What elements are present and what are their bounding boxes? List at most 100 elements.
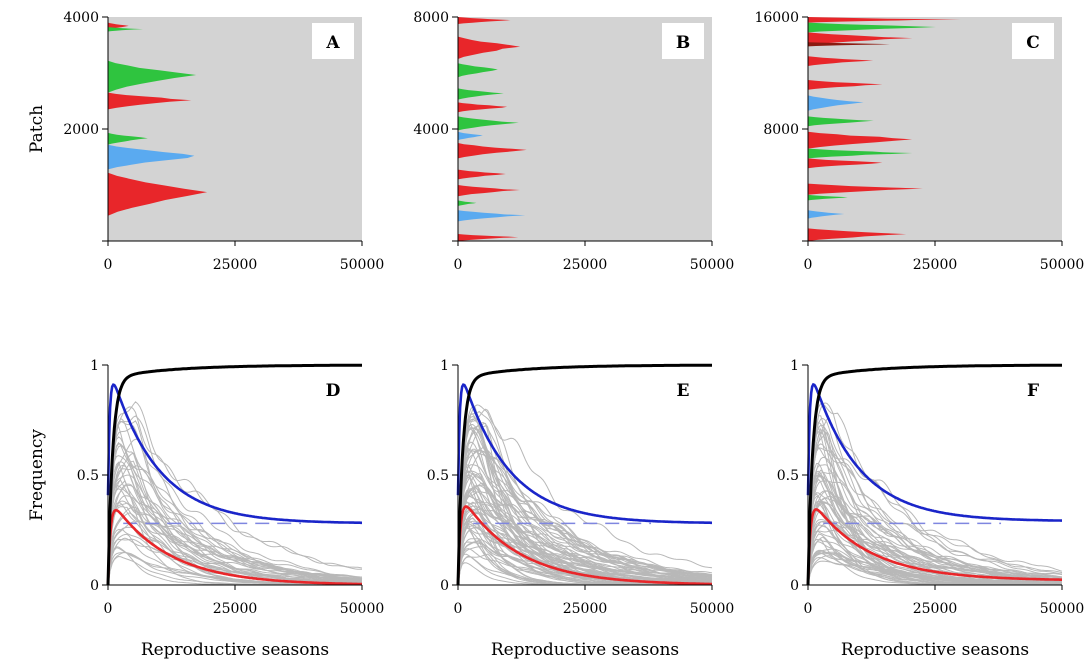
gray-run-line — [107, 465, 363, 586]
gray-run-line — [107, 464, 363, 586]
gray-run-line — [807, 472, 1063, 586]
x-tick-label: 50000 — [690, 257, 735, 273]
x-tick-label: 25000 — [213, 601, 258, 617]
gray-run-line — [807, 402, 1063, 586]
region-green — [458, 200, 477, 206]
region-light-blue — [808, 210, 845, 219]
region-red — [458, 36, 521, 59]
panel-f: 0 25000 50000 0 0.5 1 F Reproductive seasons — [777, 358, 1085, 660]
gray-run-line — [457, 470, 713, 586]
gray-run-line — [107, 415, 363, 586]
panel-label: D — [326, 381, 341, 401]
y-tick-label: 4000 — [63, 10, 99, 26]
black-curve — [806, 363, 1062, 586]
gray-run-line — [107, 502, 363, 586]
region-red — [808, 32, 913, 45]
gray-runs — [457, 404, 713, 586]
panel-label-box — [312, 23, 354, 59]
x-tick-label: 50000 — [340, 601, 385, 617]
x-tick-label: 25000 — [913, 257, 958, 273]
y-tick-label: 1 — [90, 358, 99, 374]
panel-label-box — [662, 371, 704, 407]
x-tick-label: 50000 — [1040, 257, 1085, 273]
region-green — [108, 27, 143, 32]
region-green — [808, 148, 913, 159]
region-red — [808, 17, 961, 23]
y-tick-label: 0.5 — [77, 468, 99, 484]
x-tick-label: 25000 — [213, 257, 258, 273]
region-red — [808, 80, 883, 90]
gray-run-line — [107, 488, 363, 586]
region-red — [108, 172, 208, 216]
y-tick-label: 0.5 — [777, 468, 799, 484]
x-axis-title: Reproductive seasons — [491, 640, 679, 660]
gray-run-line — [807, 552, 1062, 586]
panel-label-box — [662, 23, 704, 59]
gray-run-line — [457, 408, 713, 586]
panel-label: A — [325, 33, 340, 53]
gray-run-line — [807, 430, 1063, 586]
gray-run-line — [807, 521, 1063, 586]
panel-label-box — [1012, 371, 1054, 407]
y-axis-title: Patch — [27, 105, 47, 153]
region-red — [458, 102, 508, 113]
y-tick-label: 8000 — [413, 10, 449, 26]
region-light-blue — [108, 144, 195, 170]
gray-run-line — [457, 520, 713, 586]
gray-run-line — [107, 401, 362, 586]
y-tick-label: 16000 — [754, 10, 799, 26]
region-light-blue — [458, 210, 526, 222]
region-red — [808, 131, 913, 149]
region-red — [458, 143, 527, 159]
y-tick-label: 0 — [790, 578, 799, 594]
x-tick-label: 0 — [104, 601, 113, 617]
panel-d: 0 25000 50000 0 0.5 1 D Frequency Reproductive s… — [27, 358, 384, 660]
region-red — [808, 228, 907, 241]
gray-run-line — [807, 421, 1063, 586]
x-tick-label: 50000 — [1040, 601, 1085, 617]
region-red — [458, 169, 506, 180]
panel-label: C — [1026, 33, 1040, 53]
gray-run-line — [807, 403, 1063, 586]
gray-run-line — [807, 475, 1063, 586]
region-light-blue — [808, 95, 864, 111]
y-tick-label: 1 — [790, 358, 799, 374]
panel-c: 0 25000 50000 8000 16000 C — [754, 10, 1084, 273]
x-tick-label: 25000 — [913, 601, 958, 617]
y-tick-label: 0 — [440, 578, 449, 594]
panel-label: B — [676, 33, 690, 53]
gray-run-line — [457, 511, 713, 586]
x-tick-label: 50000 — [340, 257, 385, 273]
panel-b: 0 25000 50000 4000 8000 B — [413, 10, 734, 273]
region-light-blue — [458, 131, 483, 141]
region-green — [458, 88, 504, 100]
region-green — [808, 22, 936, 33]
x-tick-label: 0 — [804, 257, 813, 273]
gray-run-line — [457, 415, 713, 586]
region-green — [458, 63, 498, 78]
panel-a: 0 25000 50000 2000 4000 A Patch — [27, 10, 384, 273]
gray-runs — [107, 401, 363, 586]
gray-run-line — [107, 445, 363, 586]
gray-run-line — [807, 443, 1063, 586]
y-tick-label: 0.5 — [427, 468, 449, 484]
blue-curve — [456, 383, 712, 525]
y-tick-label: 4000 — [413, 122, 449, 138]
x-tick-label: 25000 — [563, 257, 608, 273]
gray-run-line — [807, 521, 1063, 586]
region-red — [108, 92, 192, 110]
region-green — [108, 132, 148, 145]
region-red — [458, 185, 520, 197]
gray-run-line — [107, 406, 363, 586]
region-red — [458, 17, 511, 24]
y-tick-label: 1 — [440, 358, 449, 374]
y-tick-label: 0 — [90, 578, 99, 594]
x-tick-label: 50000 — [690, 601, 735, 617]
x-axis-title: Reproductive seasons — [841, 640, 1029, 660]
gray-run-line — [457, 482, 713, 586]
region-red — [808, 183, 923, 195]
region-red — [458, 234, 519, 241]
region-green — [108, 60, 197, 93]
gray-run-line — [107, 461, 363, 586]
x-tick-label: 0 — [454, 601, 463, 617]
